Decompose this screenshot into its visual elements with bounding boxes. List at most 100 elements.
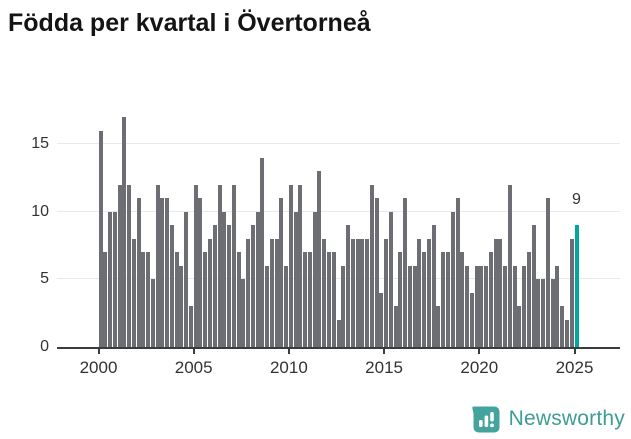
bar [317,171,322,347]
bar [545,198,550,347]
bar [331,252,336,347]
x-axis-labels: 2000 2005 2010 2015 2020 2025 [57,358,631,380]
bar [555,265,560,347]
bar [203,252,208,347]
bar [184,211,189,347]
bar [445,252,450,347]
x-tick-label-2005: 2005 [174,358,213,377]
bar [436,306,441,347]
bar [560,306,565,347]
bar [108,211,113,347]
gridline-y10 [57,210,620,212]
bar [412,265,417,347]
bar [441,252,446,347]
bar [569,238,574,347]
y-tick-label-10: 10 [31,202,49,220]
bar [526,252,531,347]
bar [188,306,193,347]
bar [379,292,384,347]
bar [250,225,255,347]
bar [136,198,141,347]
bar [474,265,479,347]
y-axis-labels: 0 5 10 15 [8,110,49,355]
bar [307,252,312,347]
brand-name: Newsworthy [508,407,625,430]
bar [417,238,422,347]
bar [146,252,151,347]
bar [460,252,465,347]
bar [298,184,303,347]
highlight-value-label: 9 [572,191,581,209]
bar [246,238,251,347]
bar [165,198,170,347]
bar [493,238,498,347]
x-tick-mark-2025 [573,349,576,354]
gridline-y15 [57,143,620,145]
bar [207,238,212,347]
bar [293,211,298,347]
bar [222,211,227,347]
bar [531,225,536,347]
bar [231,184,236,347]
y-tick-label-0: 0 [40,338,49,355]
bar [103,252,108,347]
bar [122,117,127,347]
bar [564,319,569,347]
bar [265,265,270,347]
bar [112,211,117,347]
plot-area: 9 [57,110,620,349]
bar [269,238,274,347]
x-tick-mark-2020 [478,349,481,354]
bar [160,198,165,347]
bar [450,211,455,347]
bar [488,252,493,347]
bar [217,184,222,347]
bar [141,252,146,347]
bar [517,306,522,347]
bar [369,184,374,347]
bar [465,265,470,347]
bar [541,279,546,347]
bar [455,198,460,347]
bar [365,238,370,347]
bar [393,306,398,347]
x-tick-label-2025: 2025 [555,358,594,377]
bar [507,184,512,347]
bar [212,225,217,347]
bar [117,184,122,347]
bar [326,252,331,347]
bar [426,238,431,347]
x-tick-label-2015: 2015 [365,358,404,377]
x-tick-mark-2010 [287,349,290,354]
bar [355,238,360,347]
bar [550,279,555,347]
bar [255,211,260,347]
bar [241,279,246,347]
bar [536,279,541,347]
bar [403,198,408,347]
bar [193,184,198,347]
bar [284,265,289,347]
bar [398,252,403,347]
bar [179,265,184,347]
bar [360,238,365,347]
bar [522,265,527,347]
bar [155,184,160,347]
x-tick-label-2000: 2000 [79,358,118,377]
y-tick-label-15: 15 [31,135,49,153]
bar [374,198,379,347]
bar [127,184,132,347]
bar [236,252,241,347]
bar [198,198,203,347]
x-tick-label-2010: 2010 [269,358,308,377]
bar [169,225,174,347]
bar [312,211,317,347]
newsworthy-logo-icon [471,405,500,432]
brand-footer: Newsworthy [471,404,625,434]
chart-title: Födda per kvartal i Övertorneå [8,9,371,37]
gridline-y5 [57,278,620,280]
bar [341,265,346,347]
x-tick-label-2020: 2020 [460,358,499,377]
bar [407,265,412,347]
